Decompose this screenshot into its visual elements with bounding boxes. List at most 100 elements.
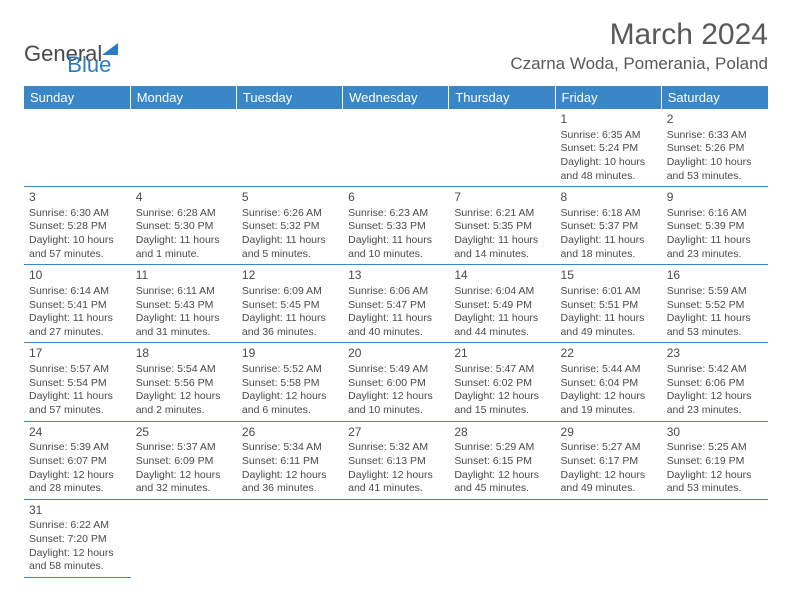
- calendar-cell: 21Sunrise: 5:47 AMSunset: 6:02 PMDayligh…: [449, 343, 555, 421]
- calendar-cell-empty: [24, 109, 130, 187]
- sunset: Sunset: 6:07 PM: [29, 455, 125, 469]
- sunset: Sunset: 5:51 PM: [561, 299, 656, 313]
- sunrise: Sunrise: 5:32 AM: [348, 441, 443, 455]
- day-number: 7: [454, 190, 549, 206]
- day-number: 23: [667, 346, 762, 362]
- calendar-cell: 22Sunrise: 5:44 AMSunset: 6:04 PMDayligh…: [555, 343, 661, 421]
- sunrise: Sunrise: 5:42 AM: [667, 363, 762, 377]
- day-number: 5: [242, 190, 337, 206]
- sunset: Sunset: 5:33 PM: [348, 220, 443, 234]
- calendar-cell: 16Sunrise: 5:59 AMSunset: 5:52 PMDayligh…: [661, 265, 767, 343]
- daylight: Daylight: 12 hours and 53 minutes.: [667, 469, 762, 496]
- sunset: Sunset: 6:17 PM: [561, 455, 656, 469]
- day-number: 13: [348, 268, 443, 284]
- day-number: 15: [561, 268, 656, 284]
- calendar-cell-empty: [661, 499, 767, 577]
- sunset: Sunset: 5:56 PM: [136, 377, 231, 391]
- calendar-cell: 8Sunrise: 6:18 AMSunset: 5:37 PMDaylight…: [555, 187, 661, 265]
- sunset: Sunset: 6:19 PM: [667, 455, 762, 469]
- calendar-cell-empty: [130, 109, 236, 187]
- title-block: March 2024 Czarna Woda, Pomerania, Polan…: [510, 18, 768, 74]
- daylight: Daylight: 12 hours and 19 minutes.: [561, 390, 656, 417]
- weekday-header: Thursday: [449, 86, 555, 109]
- day-number: 21: [454, 346, 549, 362]
- sunrise: Sunrise: 6:28 AM: [136, 207, 231, 221]
- daylight: Daylight: 11 hours and 18 minutes.: [561, 234, 656, 261]
- sunset: Sunset: 6:13 PM: [348, 455, 443, 469]
- day-number: 17: [29, 346, 125, 362]
- weekday-header: Wednesday: [343, 86, 449, 109]
- calendar-cell: 9Sunrise: 6:16 AMSunset: 5:39 PMDaylight…: [661, 187, 767, 265]
- location: Czarna Woda, Pomerania, Poland: [510, 54, 768, 74]
- day-number: 16: [667, 268, 762, 284]
- daylight: Daylight: 10 hours and 53 minutes.: [667, 156, 762, 183]
- sunrise: Sunrise: 5:49 AM: [348, 363, 443, 377]
- sunrise: Sunrise: 5:54 AM: [136, 363, 231, 377]
- calendar-row: 31Sunrise: 6:22 AMSunset: 7:20 PMDayligh…: [24, 499, 768, 577]
- daylight: Daylight: 12 hours and 36 minutes.: [242, 469, 337, 496]
- calendar-cell: 30Sunrise: 5:25 AMSunset: 6:19 PMDayligh…: [661, 421, 767, 499]
- calendar-cell: 17Sunrise: 5:57 AMSunset: 5:54 PMDayligh…: [24, 343, 130, 421]
- daylight: Daylight: 12 hours and 58 minutes.: [29, 547, 125, 574]
- daylight: Daylight: 12 hours and 45 minutes.: [454, 469, 549, 496]
- calendar-cell: 31Sunrise: 6:22 AMSunset: 7:20 PMDayligh…: [24, 499, 130, 577]
- day-number: 8: [561, 190, 656, 206]
- daylight: Daylight: 11 hours and 31 minutes.: [136, 312, 231, 339]
- sunset: Sunset: 6:02 PM: [454, 377, 549, 391]
- calendar-cell: 11Sunrise: 6:11 AMSunset: 5:43 PMDayligh…: [130, 265, 236, 343]
- daylight: Daylight: 11 hours and 44 minutes.: [454, 312, 549, 339]
- sunrise: Sunrise: 5:52 AM: [242, 363, 337, 377]
- calendar-cell-empty: [236, 109, 342, 187]
- sunrise: Sunrise: 5:34 AM: [242, 441, 337, 455]
- daylight: Daylight: 12 hours and 23 minutes.: [667, 390, 762, 417]
- weekday-header: Friday: [555, 86, 661, 109]
- sunrise: Sunrise: 5:44 AM: [561, 363, 656, 377]
- weekday-header-row: SundayMondayTuesdayWednesdayThursdayFrid…: [24, 86, 768, 109]
- sunrise: Sunrise: 6:01 AM: [561, 285, 656, 299]
- calendar-cell: 24Sunrise: 5:39 AMSunset: 6:07 PMDayligh…: [24, 421, 130, 499]
- day-number: 29: [561, 425, 656, 441]
- daylight: Daylight: 11 hours and 5 minutes.: [242, 234, 337, 261]
- sunset: Sunset: 5:41 PM: [29, 299, 125, 313]
- daylight: Daylight: 11 hours and 53 minutes.: [667, 312, 762, 339]
- day-number: 24: [29, 425, 125, 441]
- daylight: Daylight: 12 hours and 15 minutes.: [454, 390, 549, 417]
- sunset: Sunset: 7:20 PM: [29, 533, 125, 547]
- daylight: Daylight: 12 hours and 41 minutes.: [348, 469, 443, 496]
- daylight: Daylight: 11 hours and 27 minutes.: [29, 312, 125, 339]
- calendar-cell: 4Sunrise: 6:28 AMSunset: 5:30 PMDaylight…: [130, 187, 236, 265]
- sunrise: Sunrise: 6:11 AM: [136, 285, 231, 299]
- calendar-cell: 12Sunrise: 6:09 AMSunset: 5:45 PMDayligh…: [236, 265, 342, 343]
- sunset: Sunset: 5:28 PM: [29, 220, 125, 234]
- sunset: Sunset: 5:39 PM: [667, 220, 762, 234]
- day-number: 18: [136, 346, 231, 362]
- day-number: 12: [242, 268, 337, 284]
- sunrise: Sunrise: 5:39 AM: [29, 441, 125, 455]
- calendar-cell-empty: [343, 499, 449, 577]
- daylight: Daylight: 10 hours and 48 minutes.: [561, 156, 656, 183]
- daylight: Daylight: 12 hours and 2 minutes.: [136, 390, 231, 417]
- header: General Blue March 2024 Czarna Woda, Pom…: [24, 18, 768, 78]
- calendar-cell: 1Sunrise: 6:35 AMSunset: 5:24 PMDaylight…: [555, 109, 661, 187]
- calendar-cell: 27Sunrise: 5:32 AMSunset: 6:13 PMDayligh…: [343, 421, 449, 499]
- sunset: Sunset: 5:58 PM: [242, 377, 337, 391]
- calendar-cell: 28Sunrise: 5:29 AMSunset: 6:15 PMDayligh…: [449, 421, 555, 499]
- day-number: 10: [29, 268, 125, 284]
- daylight: Daylight: 12 hours and 49 minutes.: [561, 469, 656, 496]
- sunrise: Sunrise: 5:29 AM: [454, 441, 549, 455]
- calendar-cell-empty: [555, 499, 661, 577]
- weekday-header: Sunday: [24, 86, 130, 109]
- day-number: 2: [667, 112, 762, 128]
- calendar-cell-empty: [449, 109, 555, 187]
- day-number: 6: [348, 190, 443, 206]
- calendar-cell: 20Sunrise: 5:49 AMSunset: 6:00 PMDayligh…: [343, 343, 449, 421]
- weekday-header: Saturday: [661, 86, 767, 109]
- sunrise: Sunrise: 6:18 AM: [561, 207, 656, 221]
- sunset: Sunset: 5:32 PM: [242, 220, 337, 234]
- daylight: Daylight: 10 hours and 57 minutes.: [29, 234, 125, 261]
- sunrise: Sunrise: 6:33 AM: [667, 129, 762, 143]
- day-number: 11: [136, 268, 231, 284]
- day-number: 22: [561, 346, 656, 362]
- calendar-cell: 6Sunrise: 6:23 AMSunset: 5:33 PMDaylight…: [343, 187, 449, 265]
- sunset: Sunset: 5:49 PM: [454, 299, 549, 313]
